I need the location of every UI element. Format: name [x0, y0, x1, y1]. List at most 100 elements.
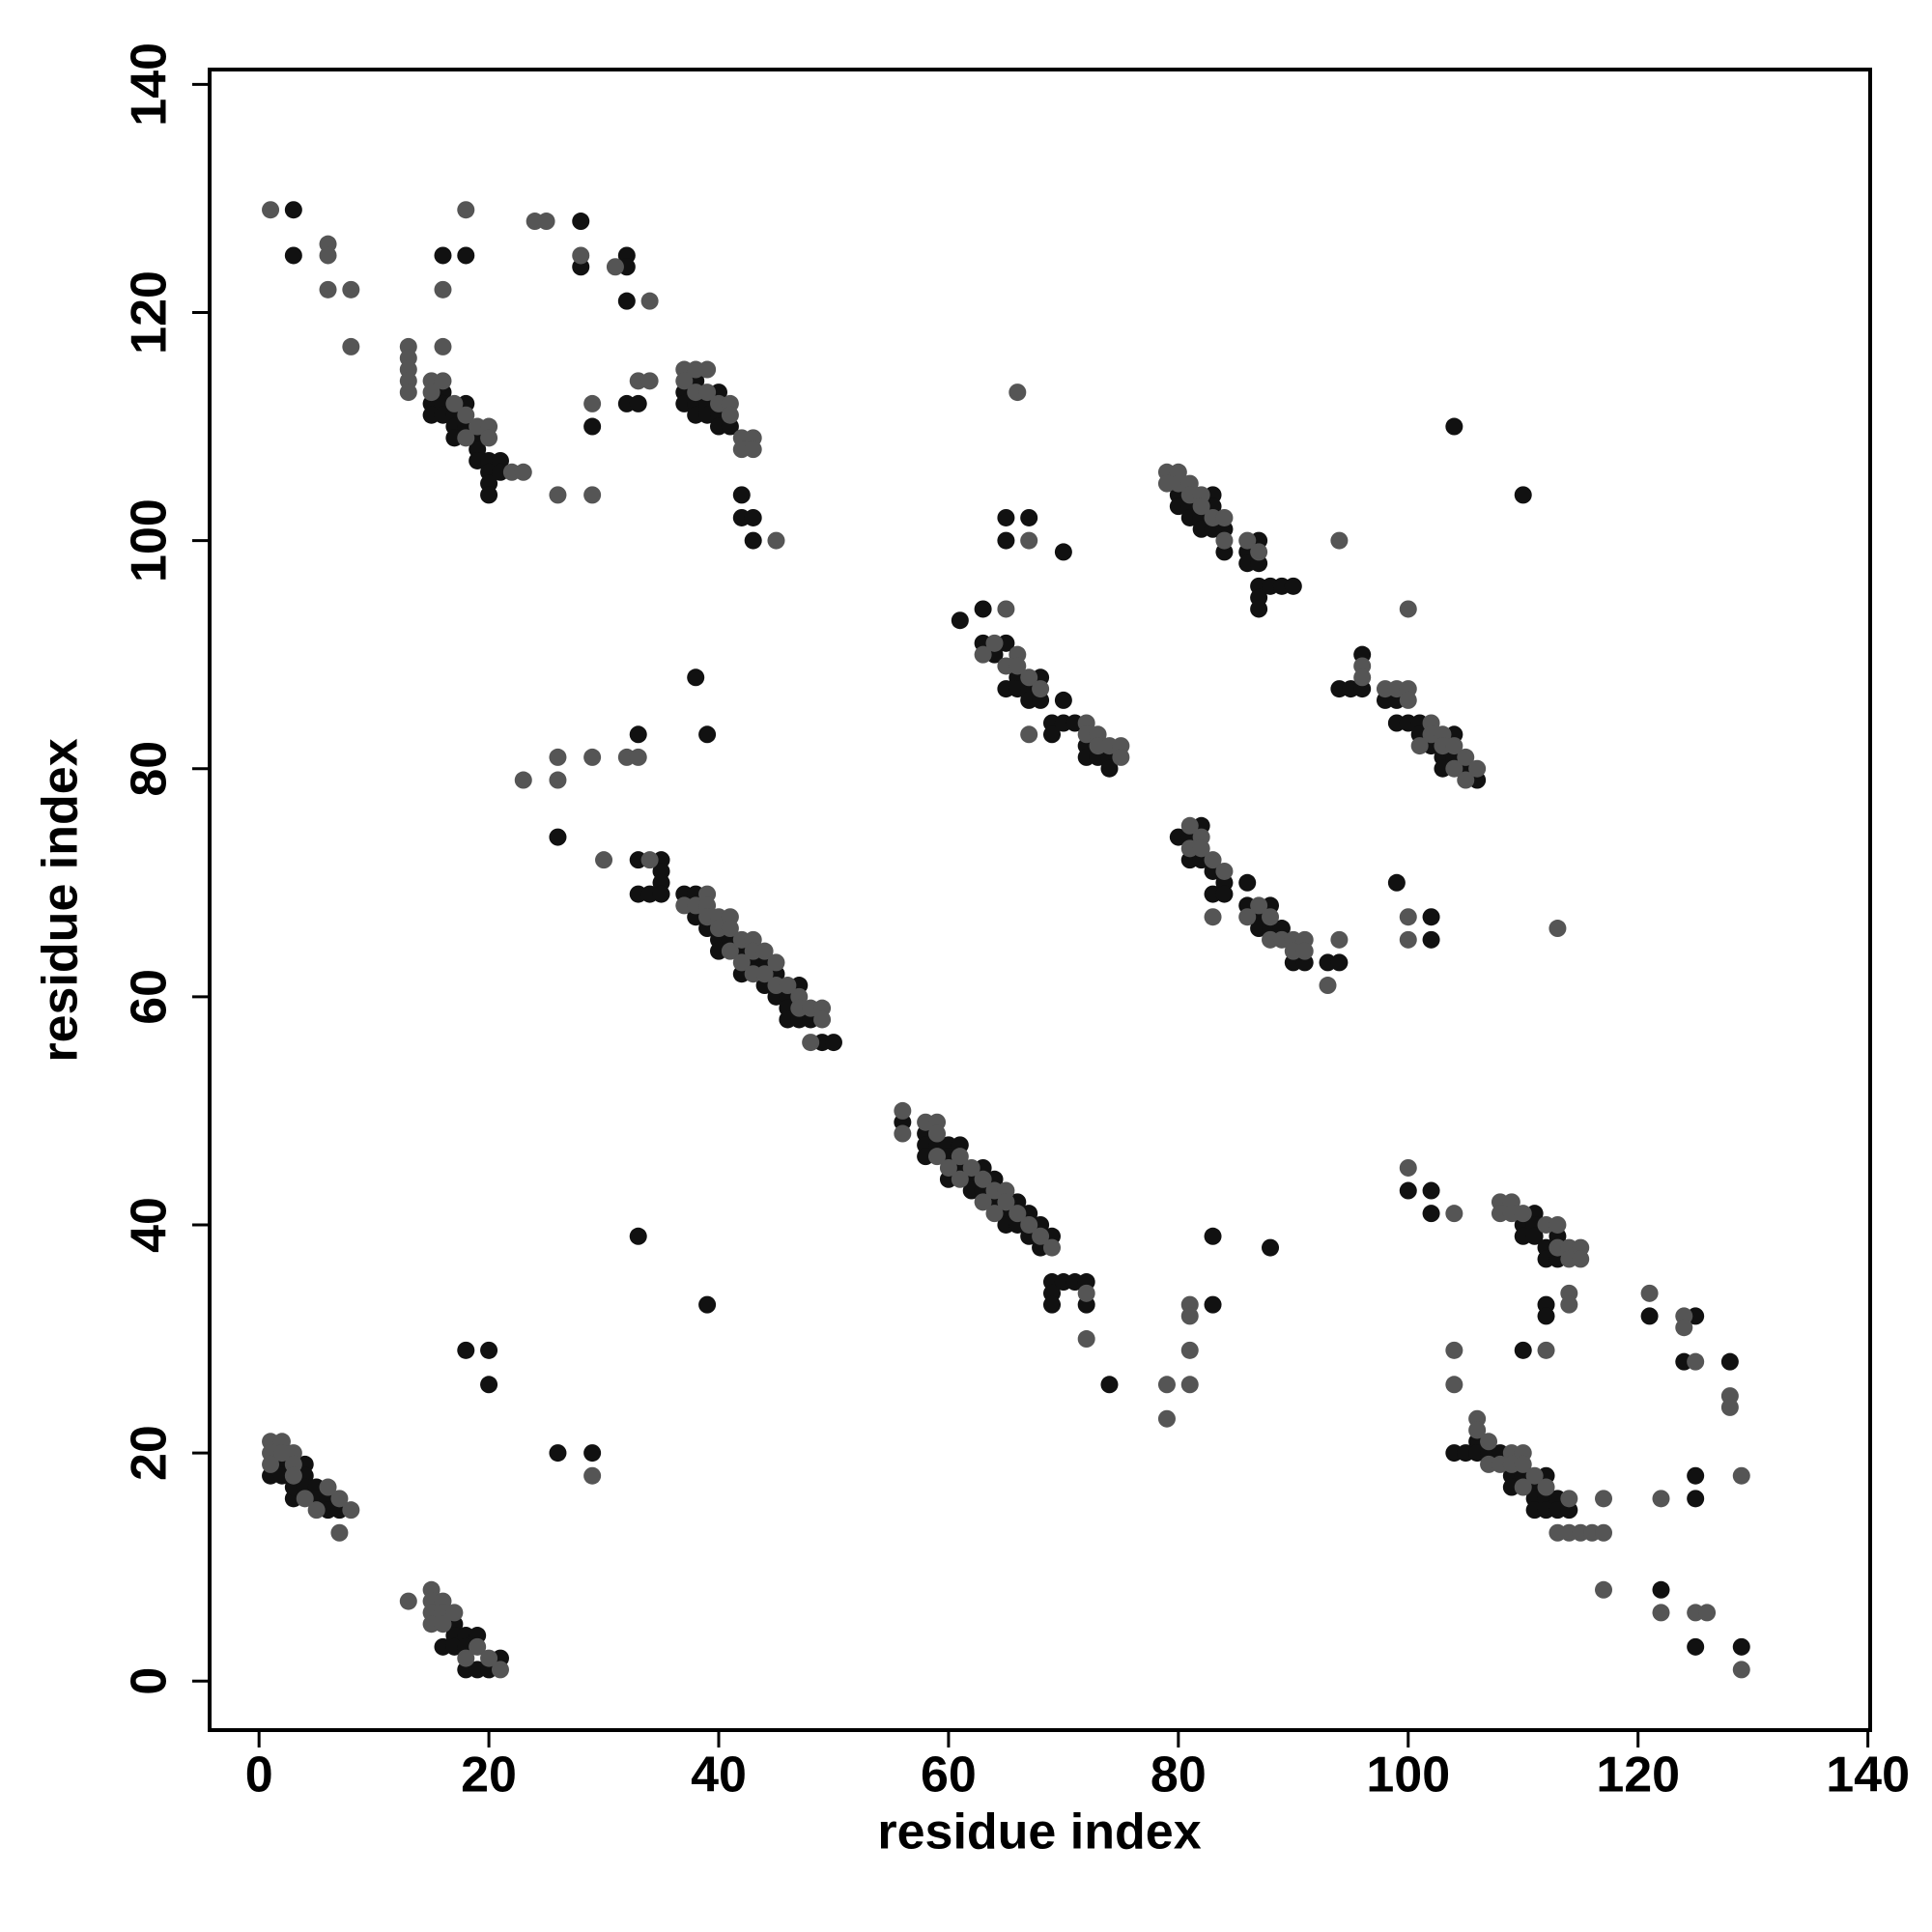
- point: [262, 1455, 280, 1473]
- point: [480, 429, 498, 447]
- point: [1652, 1490, 1670, 1508]
- point: [1353, 668, 1372, 687]
- point: [1295, 942, 1314, 960]
- point: [1399, 1158, 1417, 1177]
- point: [1215, 531, 1234, 550]
- point: [296, 1490, 314, 1508]
- point: [1215, 508, 1234, 526]
- point: [813, 1010, 832, 1029]
- point: [675, 372, 694, 390]
- point: [469, 1637, 487, 1656]
- point: [1180, 816, 1199, 835]
- point: [1387, 873, 1406, 892]
- point: [1319, 977, 1337, 995]
- point: [399, 1592, 417, 1610]
- point: [1422, 1181, 1440, 1200]
- point: [1595, 1490, 1613, 1508]
- point: [1180, 1307, 1199, 1325]
- point: [342, 280, 360, 298]
- x-tick-label: 60: [921, 1747, 977, 1804]
- point: [1572, 1250, 1590, 1268]
- point: [583, 417, 602, 436]
- point: [1445, 417, 1463, 436]
- point: [549, 1444, 567, 1463]
- point: [422, 384, 440, 402]
- point: [1732, 1661, 1750, 1679]
- point: [1399, 1181, 1417, 1200]
- point: [928, 1148, 947, 1166]
- point: [1399, 930, 1417, 949]
- point: [583, 394, 602, 412]
- point: [1215, 862, 1234, 880]
- point: [457, 1649, 475, 1667]
- point: [1445, 759, 1463, 778]
- point: [1054, 543, 1072, 561]
- point: [951, 1148, 969, 1166]
- point: [721, 406, 739, 424]
- point: [1215, 885, 1234, 903]
- point: [744, 531, 762, 550]
- point: [1687, 1637, 1705, 1656]
- point: [629, 748, 647, 766]
- point: [698, 360, 717, 379]
- point: [1330, 953, 1349, 972]
- point: [939, 1158, 957, 1177]
- point: [894, 1101, 912, 1120]
- point: [457, 201, 475, 219]
- x-tick-label: 100: [1366, 1747, 1450, 1804]
- point: [1548, 1215, 1567, 1234]
- point: [457, 246, 475, 265]
- point: [583, 1444, 602, 1463]
- point: [1204, 851, 1222, 869]
- point: [480, 1341, 498, 1359]
- point: [629, 725, 647, 744]
- point: [1537, 1307, 1555, 1325]
- point: [284, 1466, 302, 1485]
- point: [1560, 1490, 1578, 1508]
- point: [1009, 657, 1027, 675]
- point: [1100, 759, 1119, 778]
- point: [549, 748, 567, 766]
- point: [434, 372, 452, 390]
- point: [1720, 1352, 1739, 1371]
- point: [997, 600, 1015, 618]
- point: [974, 600, 992, 618]
- point: [606, 258, 624, 276]
- point: [985, 1205, 1004, 1223]
- point: [1514, 1341, 1532, 1359]
- point: [1192, 497, 1210, 516]
- point: [1100, 1376, 1119, 1394]
- point: [434, 246, 452, 265]
- point: [974, 1193, 992, 1211]
- point: [1422, 1205, 1440, 1223]
- point: [1204, 1227, 1222, 1245]
- point: [1560, 1295, 1578, 1314]
- point: [549, 486, 567, 504]
- point: [1042, 1295, 1061, 1314]
- point: [1330, 531, 1349, 550]
- point: [1250, 543, 1268, 561]
- point: [1020, 508, 1038, 526]
- point: [1020, 1215, 1038, 1234]
- point: [962, 1158, 980, 1177]
- point: [1262, 1238, 1280, 1257]
- point: [1732, 1466, 1750, 1485]
- y-tick-label: 60: [122, 969, 178, 1025]
- point: [640, 372, 659, 390]
- point: [1698, 1604, 1717, 1622]
- point: [687, 668, 705, 687]
- y-tick-label: 120: [122, 270, 178, 355]
- point: [1180, 1341, 1199, 1359]
- point: [824, 1034, 842, 1052]
- point: [1422, 930, 1440, 949]
- point: [284, 246, 302, 265]
- point: [1250, 896, 1268, 915]
- point: [755, 965, 774, 983]
- point: [1009, 1205, 1027, 1223]
- point: [319, 246, 337, 265]
- point: [514, 463, 532, 481]
- point: [583, 486, 602, 504]
- point: [732, 953, 751, 972]
- point: [732, 486, 751, 504]
